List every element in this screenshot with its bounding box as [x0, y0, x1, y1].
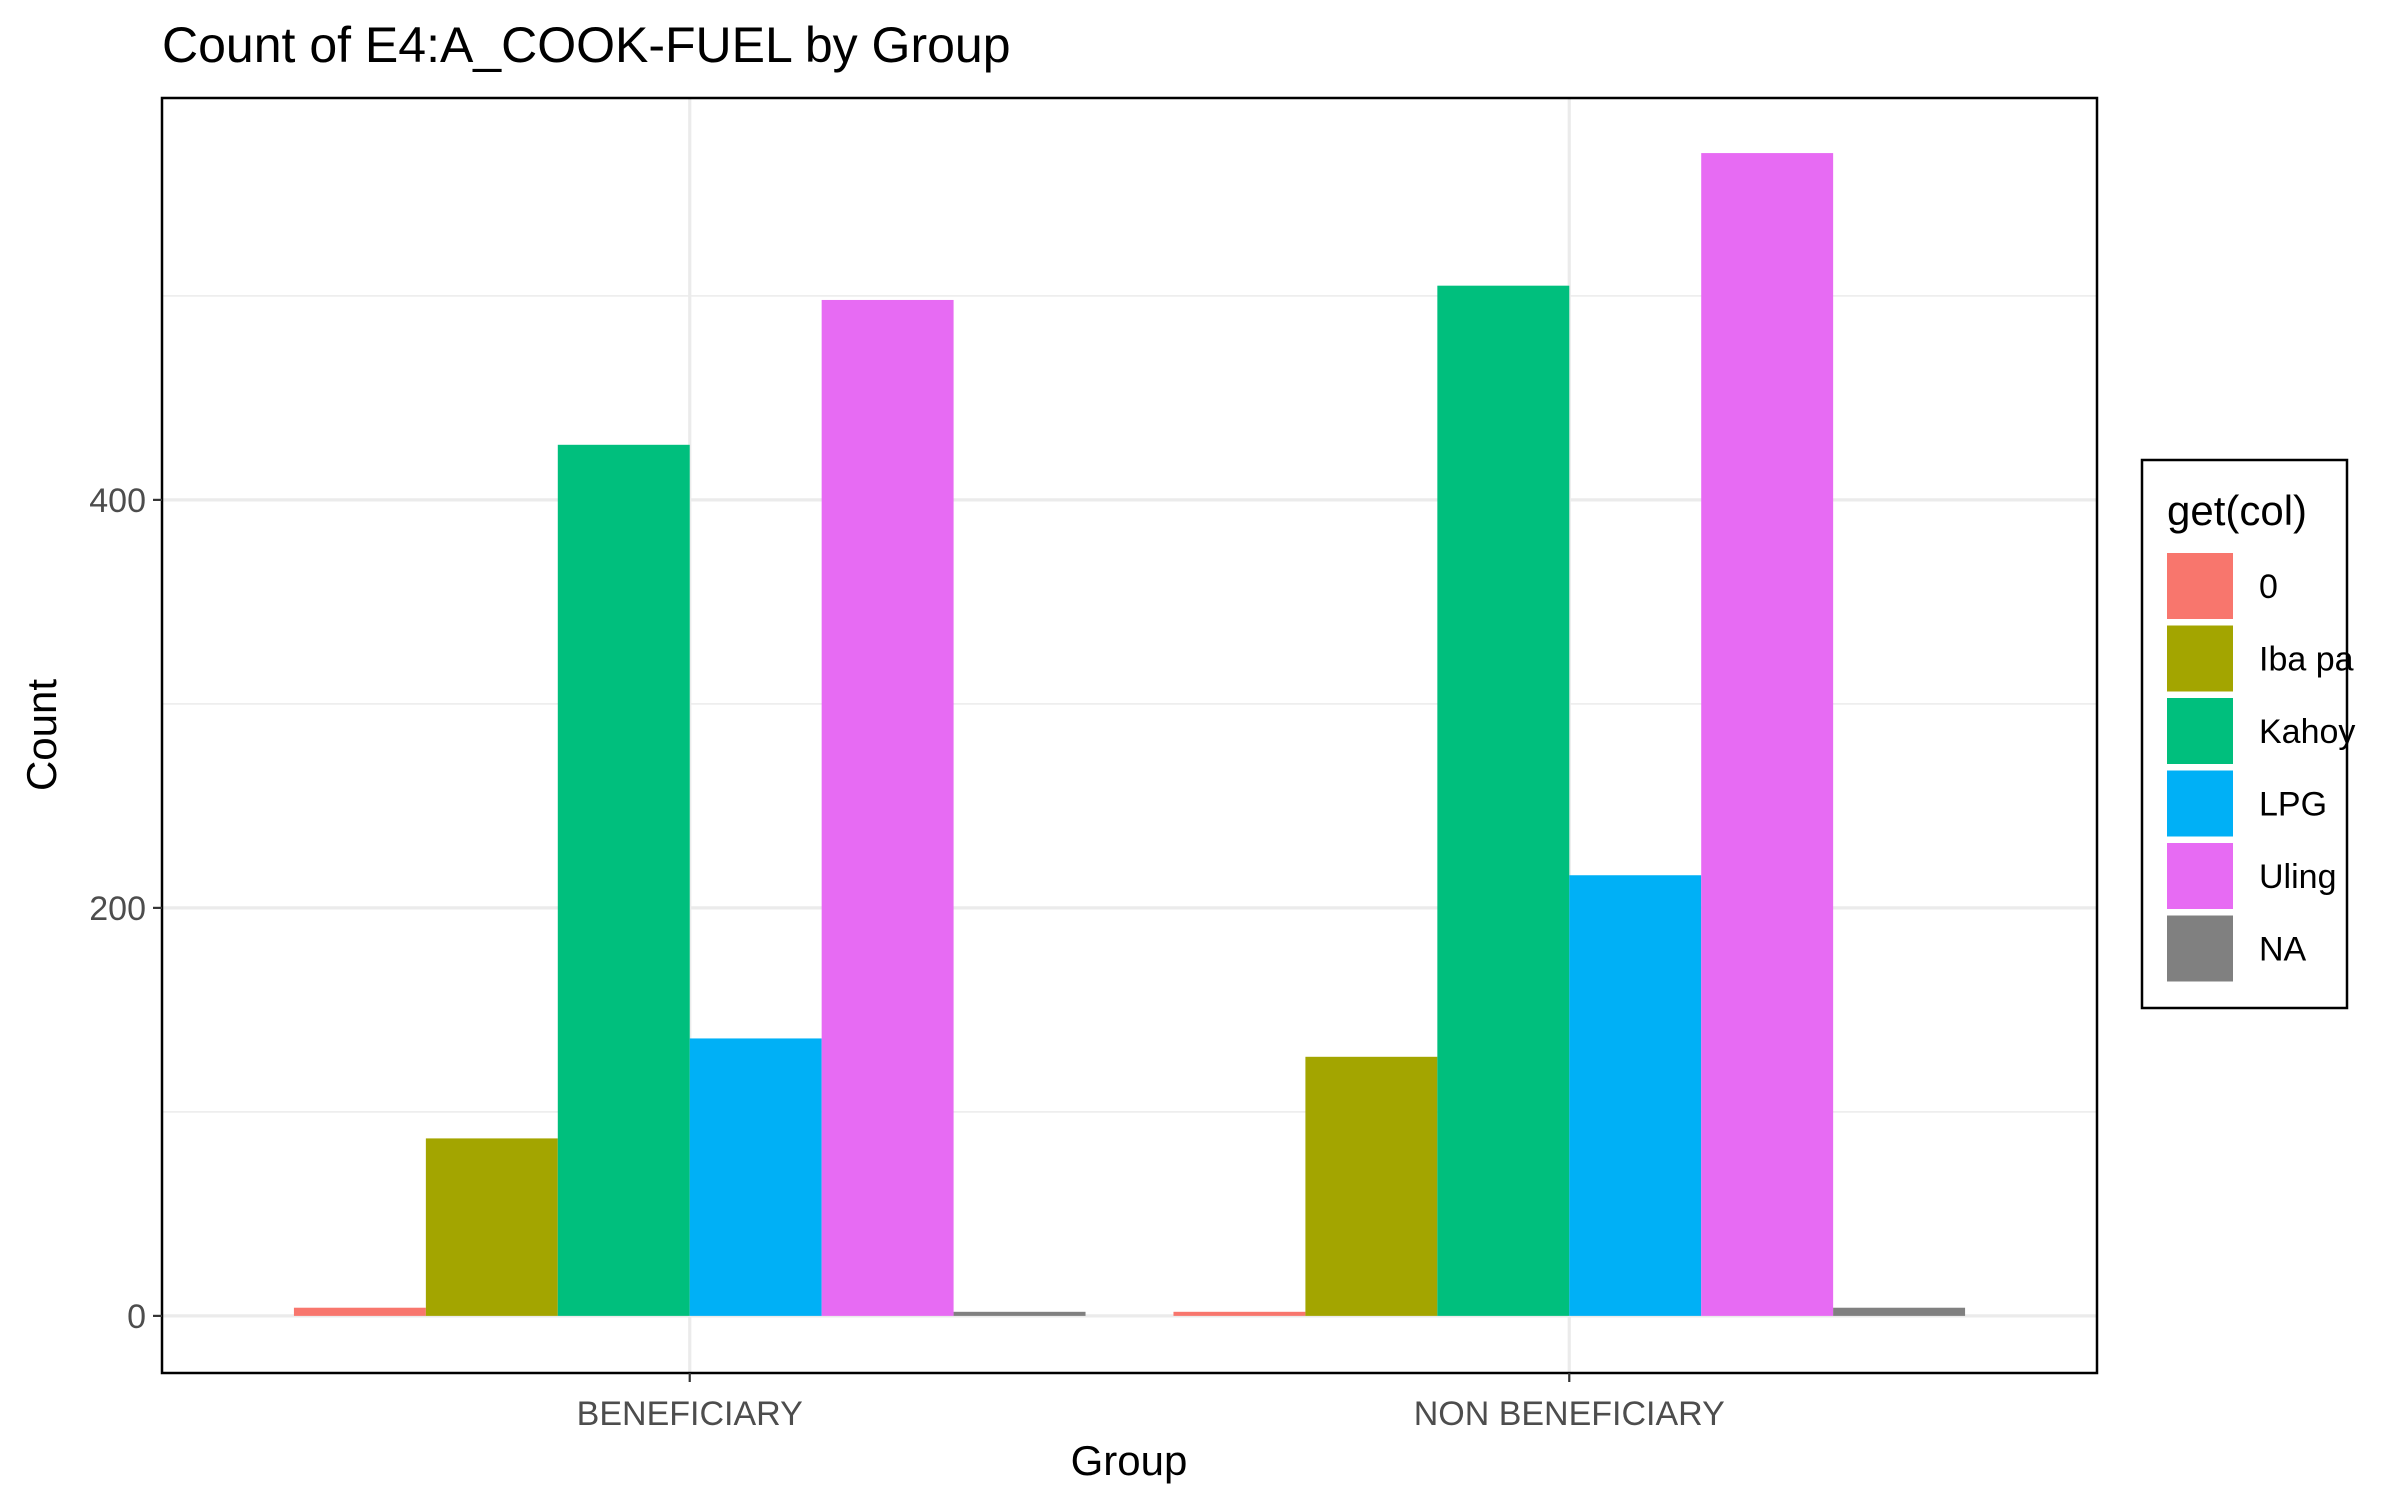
- bars: [293, 153, 1966, 1316]
- legend-label: Kahoy: [2259, 713, 2355, 751]
- legend-key: [2167, 698, 2233, 764]
- y-tick-label: 0: [127, 1298, 146, 1336]
- legend-key: [2167, 553, 2233, 619]
- bar: [1173, 1311, 1306, 1316]
- plot-border: [160, 96, 2099, 1375]
- bar: [821, 299, 954, 1316]
- bar: [1701, 153, 1834, 1316]
- bar: [689, 1038, 822, 1316]
- legend-label: Iba pa: [2259, 641, 2354, 679]
- legend-key: [2167, 915, 2233, 982]
- y-tick-label: 400: [89, 482, 146, 520]
- bar: [953, 1311, 1086, 1316]
- y-axis-title: Count: [18, 679, 65, 791]
- x-axis-ticks: BENEFICIARY NON BENEFICIARY: [577, 1373, 1725, 1433]
- chart-title: Count of E4:A_COOK-FUEL by Group: [162, 17, 1011, 73]
- legend-label: 0: [2259, 568, 2278, 606]
- legend-label: LPG: [2259, 786, 2327, 824]
- legend-title: get(col): [2167, 487, 2307, 534]
- y-axis-ticks: 0 200 400: [89, 482, 162, 1336]
- x-axis-title: Group: [1071, 1437, 1188, 1484]
- bar: [557, 444, 690, 1316]
- legend-label: NA: [2259, 931, 2307, 969]
- bar: [1833, 1307, 1966, 1316]
- bar: [1305, 1056, 1438, 1316]
- legend-items: 0 Iba pa Kahoy LPG Uling NA: [2167, 553, 2355, 982]
- legend-key: [2167, 770, 2233, 837]
- x-tick-label: NON BENEFICIARY: [1414, 1395, 1725, 1433]
- bar: [1569, 875, 1702, 1316]
- bar: [425, 1138, 558, 1316]
- bar: [293, 1307, 426, 1316]
- legend: get(col) 0 Iba pa Kahoy LPG Uling NA: [2140, 458, 2355, 1010]
- legend-label: Uling: [2259, 858, 2336, 896]
- bar: [1437, 285, 1570, 1316]
- legend-key: [2167, 843, 2233, 909]
- legend-key: [2167, 625, 2233, 692]
- x-tick-label: BENEFICIARY: [577, 1395, 803, 1433]
- y-tick-label: 200: [89, 890, 146, 928]
